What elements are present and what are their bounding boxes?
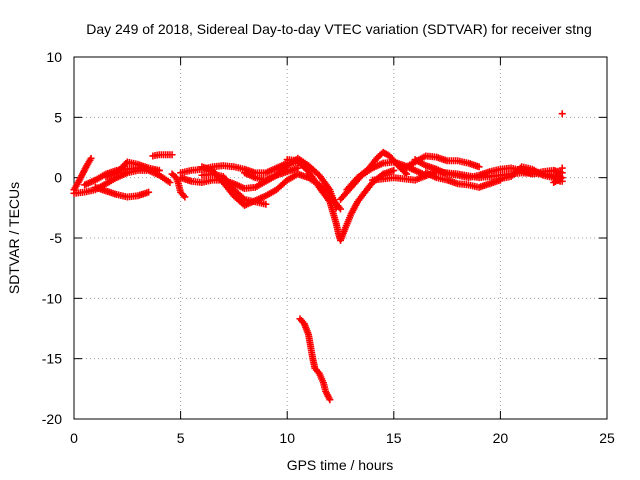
data-point [390,166,398,174]
data-point [166,178,174,186]
x-tick-label: 20 [493,430,509,446]
data-point [262,200,270,208]
data-point [168,151,176,159]
data-point [87,154,95,162]
chart-title: Day 249 of 2018, Sidereal Day-to-day VTE… [86,21,592,37]
y-tick-label: 5 [54,109,62,125]
x-tick-label: 25 [599,430,615,446]
data-point [558,164,566,172]
data-point [337,205,344,213]
data-point [558,110,566,118]
grid [74,57,607,419]
data-point [155,166,163,174]
y-tick-label: -10 [42,290,62,306]
x-tick-label: 0 [70,430,78,446]
y-tick-label: -20 [42,411,62,427]
data-point [145,188,153,196]
y-axis-label: SDTVAR / TECUs [6,182,22,294]
x-tick-label: 15 [386,430,402,446]
y-tick-label: 10 [46,49,62,65]
y-tick-label: -15 [42,351,62,367]
y-tick-label: 0 [54,170,62,186]
data-point [294,164,302,172]
x-tick-label: 10 [279,430,295,446]
data-point [181,193,189,201]
data-point [475,163,483,171]
data-point [558,177,566,185]
x-tick-label: 5 [177,430,185,446]
x-axis-label: GPS time / hours [287,457,394,473]
data-points [70,110,566,404]
axis-ticks: 0 5 10 15 20 25 -20 -15 -10 -5 0 5 10 [42,49,615,446]
y-tick-label: -5 [50,230,63,246]
data-point [326,396,334,404]
